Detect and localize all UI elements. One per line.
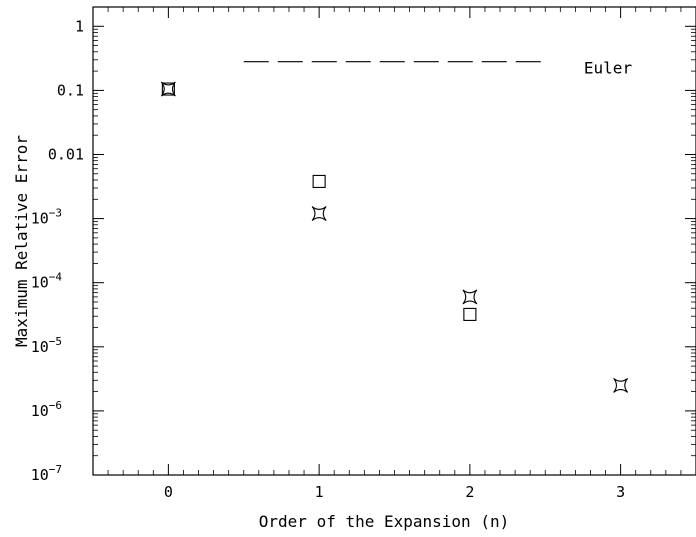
star-point — [462, 289, 478, 305]
y-tick-exponent: −5 — [49, 335, 62, 348]
x-axis-title: Order of the Expansion (n) — [259, 512, 509, 531]
y-tick-label: 10−7 — [31, 463, 62, 484]
y-tick-label: 1 — [75, 17, 84, 35]
euler-label: Euler — [584, 59, 633, 78]
y-tick-label: 10−5 — [31, 335, 62, 356]
y-tick-base: 1 — [75, 17, 84, 35]
star-point — [160, 81, 176, 97]
x-axis-ticks: 0 1 2 3 — [92, 7, 696, 501]
y-tick-base: 10 — [31, 210, 49, 228]
y-tick-label: 0.01 — [48, 145, 84, 163]
star-point — [613, 377, 629, 393]
y-tick-label: 10−3 — [31, 207, 62, 228]
y-tick-base: 10 — [31, 466, 49, 484]
x-tick-label: 2 — [465, 483, 474, 501]
y-tick-exponent: −3 — [49, 207, 62, 220]
y-tick-base: 10 — [31, 338, 49, 356]
square-point — [463, 307, 477, 321]
y-tick-label: 10−6 — [31, 399, 62, 420]
y-tick-exponent: −7 — [49, 463, 62, 476]
y-tick-base: 10 — [31, 274, 49, 292]
square-point — [312, 174, 326, 188]
y-tick-label: 10−4 — [31, 271, 63, 292]
data-marks — [160, 81, 629, 393]
y-tick-exponent: −4 — [49, 271, 63, 284]
y-axis-title: Maximum Relative Error — [12, 135, 31, 347]
star-point — [311, 206, 327, 221]
y-tick-base: 0.1 — [57, 81, 84, 99]
y-tick-label: 0.1 — [57, 81, 84, 99]
y-tick-base: 10 — [31, 402, 49, 420]
y-tick-base: 0.01 — [48, 145, 84, 163]
y-tick-exponent: −6 — [49, 399, 62, 412]
x-tick-label: 0 — [164, 483, 173, 501]
square-point — [161, 82, 175, 96]
euler-reference: Euler — [243, 59, 633, 78]
x-tick-label: 3 — [616, 483, 625, 501]
x-tick-label: 1 — [315, 483, 324, 501]
